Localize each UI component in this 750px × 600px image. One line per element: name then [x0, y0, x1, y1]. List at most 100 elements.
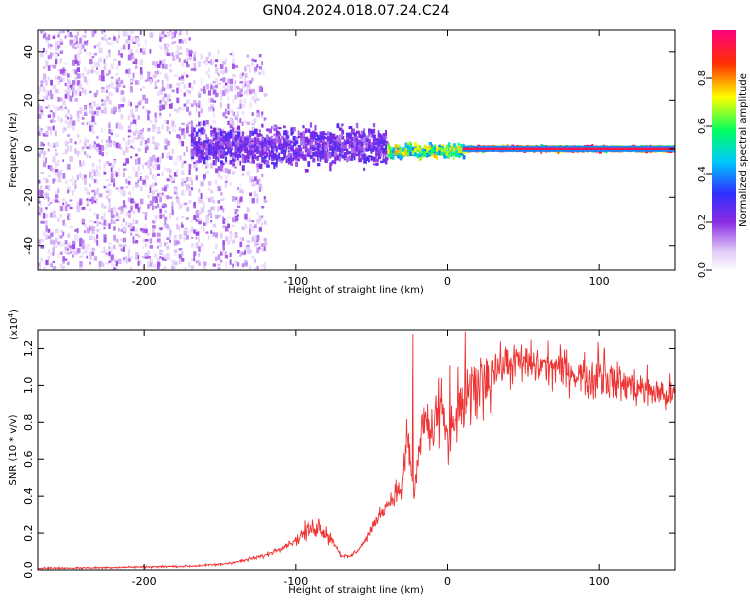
heatmap-cell: [144, 176, 149, 179]
heatmap-cell: [188, 90, 192, 94]
heatmap-cell: [108, 251, 111, 256]
heatmap-cell: [188, 229, 191, 235]
heatmap-cell: [149, 259, 153, 263]
heatmap-cell: [47, 185, 51, 191]
heatmap-cell: [227, 88, 230, 93]
heatmap-cell: [57, 53, 60, 57]
heatmap-cell: [237, 250, 241, 254]
heatmap-cell: [334, 156, 338, 161]
heatmap-cell: [203, 222, 206, 226]
heatmap-cell: [215, 84, 218, 89]
heatmap-cell: [355, 136, 358, 141]
heatmap-cell: [69, 199, 73, 202]
heatmap-cell: [40, 80, 44, 84]
heatmap-cell: [89, 120, 93, 126]
heatmap-cell: [142, 164, 145, 170]
heatmap-cell: [144, 215, 147, 219]
heatmap-cell: [203, 202, 205, 209]
heatmap-cell: [251, 145, 255, 148]
heatmap-cell: [76, 80, 81, 83]
heatmap-cell: [224, 82, 228, 86]
heatmap-cell: [161, 152, 164, 159]
heatmap-cell: [244, 78, 247, 84]
heatmap-cell: [101, 75, 105, 82]
heatmap-cell: [74, 251, 78, 256]
heatmap-cell: [161, 194, 165, 197]
heatmap-cell: [122, 237, 126, 243]
heatmap-cell: [166, 242, 169, 245]
heatmap-cell: [91, 111, 95, 117]
heatmap-cell: [142, 228, 146, 233]
heatmap-cell: [229, 161, 233, 164]
heatmap-cell: [142, 47, 146, 51]
heatmap-cell: [198, 149, 202, 155]
heatmap-cell: [195, 231, 200, 236]
heatmap-cell: [181, 78, 185, 81]
heatmap-cell: [164, 258, 167, 261]
heatmap-cell: [317, 147, 320, 152]
colorbar-tick-label: 0.0: [697, 262, 708, 278]
heatmap-cell: [91, 247, 96, 251]
heatmap-cell: [321, 149, 325, 155]
heatmap-cell: [239, 81, 244, 84]
heatmap-cell: [45, 225, 48, 232]
heatmap-cell: [103, 216, 106, 220]
heatmap-cell: [183, 152, 186, 157]
heatmap-cell: [193, 81, 196, 85]
heatmap-cell: [45, 80, 48, 86]
heatmap-cell: [115, 66, 119, 71]
heatmap-cell: [198, 100, 201, 105]
heatmap-cell: [135, 65, 138, 69]
heatmap-cell: [132, 147, 135, 150]
heatmap-cell: [292, 154, 296, 158]
heatmap-cell: [67, 213, 71, 217]
heatmap-cell: [50, 93, 54, 100]
heatmap-cell: [268, 140, 272, 146]
heatmap-cell: [101, 223, 105, 226]
heatmap-cell: [154, 183, 157, 186]
heatmap-cell: [190, 50, 193, 54]
heatmap-cell: [42, 195, 46, 200]
heatmap-cell: [76, 110, 80, 116]
heatmap-cell: [256, 166, 259, 173]
heatmap-cell: [173, 53, 178, 60]
heatmap-cell: [72, 120, 76, 126]
heatmap-cell: [382, 141, 386, 146]
heatmap-cell: [173, 235, 178, 239]
heatmap-cell: [217, 185, 221, 189]
heatmap-cell: [42, 177, 45, 180]
heatmap-cell: [331, 139, 335, 145]
heatmap-cell: [251, 220, 255, 223]
heatmap-cell: [86, 122, 89, 126]
heatmap-cell: [59, 229, 64, 233]
heatmap-cell: [368, 128, 372, 133]
heatmap-cell: [89, 144, 92, 150]
heatmap-cell: [203, 142, 207, 148]
heatmap-cell: [261, 264, 265, 268]
heatmap-cell: [273, 164, 276, 169]
heatmap-cell: [98, 164, 101, 170]
heatmap-cell: [210, 98, 214, 103]
heatmap-cell: [232, 171, 236, 174]
heatmap-cell: [108, 100, 112, 105]
heatmap-cell: [81, 251, 84, 256]
spectrogram-y-tick-label: 0: [22, 145, 35, 152]
heatmap-cell: [47, 46, 52, 50]
heatmap-cell: [457, 150, 462, 154]
heatmap-cell: [64, 114, 69, 118]
colorbar-ticks: 0.00.20.40.60.8: [697, 70, 712, 278]
heatmap-cell: [392, 147, 396, 150]
heatmap-cell: [224, 88, 228, 92]
heatmap-cell: [380, 145, 384, 150]
heatmap-cell: [127, 99, 130, 104]
heatmap-cell: [227, 240, 231, 245]
heatmap-cell: [224, 261, 228, 267]
heatmap-cell: [89, 219, 93, 223]
heatmap-cell: [59, 58, 62, 64]
heatmap-cell: [178, 203, 182, 209]
heatmap-cell: [105, 73, 109, 76]
heatmap-cell: [178, 52, 183, 55]
heatmap-cell: [360, 130, 365, 136]
heatmap-cell: [115, 187, 120, 190]
heatmap-cell: [258, 183, 262, 187]
